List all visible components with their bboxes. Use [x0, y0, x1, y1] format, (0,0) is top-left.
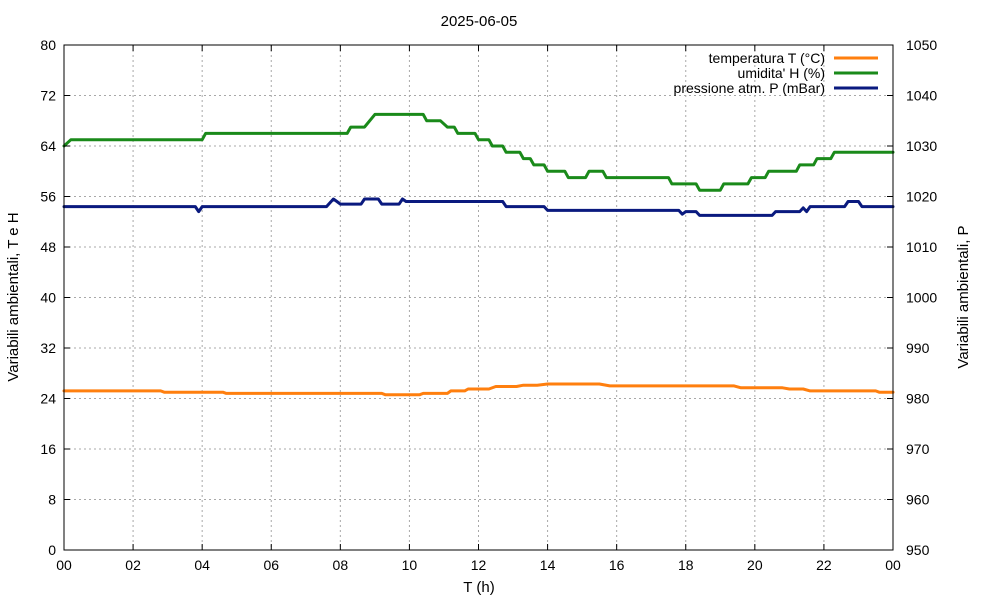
- y-left-tick-label: 64: [40, 138, 56, 154]
- y-axis-right-title: Variabili ambientali, P: [955, 225, 972, 368]
- x-tick-label: 12: [471, 557, 487, 573]
- series-group: [62, 112, 895, 397]
- x-tick-label: 08: [333, 557, 349, 573]
- chart-title: 2025-06-05: [441, 13, 518, 30]
- legend-pressure: pressione atm. P (mBar): [674, 80, 878, 96]
- x-tick-label: 06: [263, 557, 279, 573]
- pressure-line: [62, 197, 895, 217]
- legend-humidity: umidita' H (%): [738, 65, 878, 81]
- y-right-tick-label: 1050: [906, 37, 937, 53]
- y-left-tick-label: 8: [48, 492, 56, 508]
- grid: [64, 45, 893, 550]
- y-left-tick-label: 56: [40, 189, 56, 205]
- y-right-tick-label: 950: [906, 542, 930, 558]
- temperature-line: [62, 382, 895, 397]
- y-left-tick-label: 40: [40, 290, 56, 306]
- x-tick-label: 20: [747, 557, 763, 573]
- y-right-tick-label: 990: [906, 340, 930, 356]
- y-right-tick-label: 1010: [906, 239, 937, 255]
- x-tick-label: 22: [816, 557, 832, 573]
- legend-label: umidita' H (%): [738, 65, 825, 81]
- y-right-tick-label: 960: [906, 492, 930, 508]
- y-left-tick-label: 48: [40, 239, 56, 255]
- y-right-tick-label: 1000: [906, 290, 937, 306]
- x-tick-label: 14: [540, 557, 556, 573]
- x-tick-label: 16: [609, 557, 625, 573]
- y-left-tick-label: 0: [48, 542, 56, 558]
- y-right-tick-label: 980: [906, 391, 930, 407]
- y-left-tick-label: 80: [40, 37, 56, 53]
- y-right-tick-label: 1030: [906, 138, 937, 154]
- y-left-tick-label: 16: [40, 441, 56, 457]
- x-tick-label: 04: [194, 557, 210, 573]
- x-tick-label: 18: [678, 557, 694, 573]
- humidity-line: [62, 112, 895, 192]
- y-right-tick-label: 1040: [906, 88, 937, 104]
- x-tick-label: 00: [885, 557, 901, 573]
- legend-temperature: temperatura T (°C): [709, 50, 878, 66]
- x-tick-label: 02: [125, 557, 141, 573]
- x-tick-label: 10: [402, 557, 418, 573]
- legend: temperatura T (°C)umidita' H (%)pression…: [674, 50, 878, 96]
- y-right-tick-label: 970: [906, 441, 930, 457]
- legend-label: temperatura T (°C): [709, 50, 825, 66]
- ticks: 00 02 04 06 08 10 12 14 16 18 20 22 0008162432404856…: [40, 37, 937, 573]
- x-axis-title: T (h): [463, 579, 494, 596]
- y-axis-left-title: Variabili ambientali, T e H: [5, 212, 22, 381]
- y-left-tick-label: 24: [40, 391, 56, 407]
- y-right-tick-label: 1020: [906, 189, 937, 205]
- y-left-tick-label: 32: [40, 340, 56, 356]
- y-left-tick-label: 72: [40, 88, 56, 104]
- x-tick-label: 00: [56, 557, 72, 573]
- legend-label: pressione atm. P (mBar): [674, 80, 825, 96]
